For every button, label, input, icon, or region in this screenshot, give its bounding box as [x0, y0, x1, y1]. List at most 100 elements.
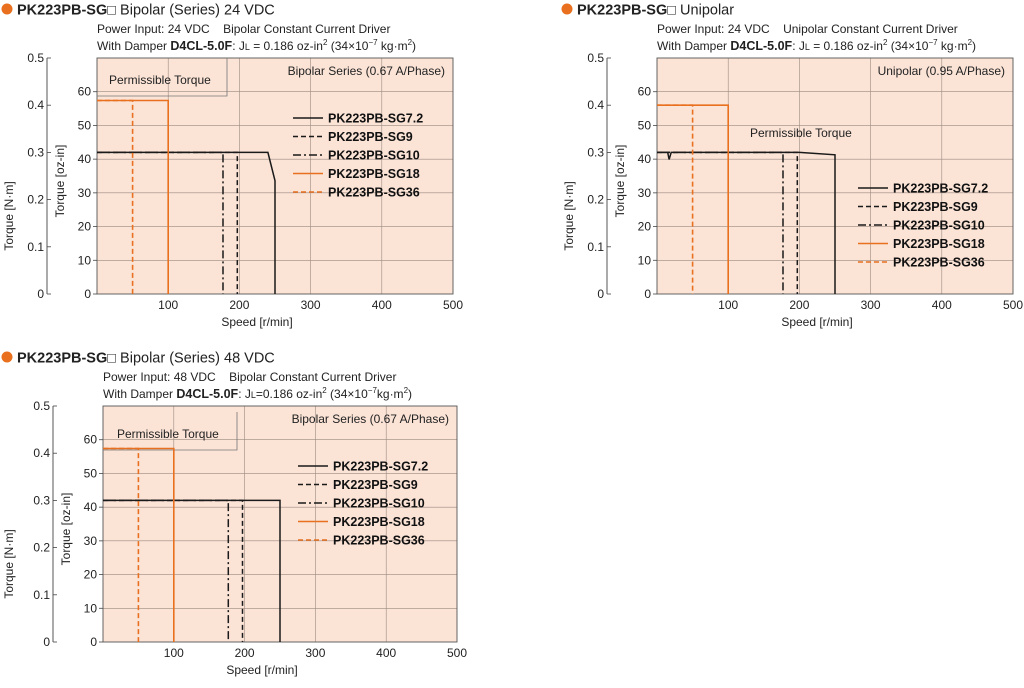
tick-label-nm: 0.2: [587, 193, 604, 207]
tick-label-ozin: 20: [78, 220, 92, 234]
tick-label-nm: 0.2: [27, 193, 44, 207]
y-axis-label-ozin: Torque [oz-in]: [613, 145, 627, 218]
tick-label-ozin: 0: [84, 287, 91, 301]
legend-label: PK223PB-SG7.2: [893, 182, 988, 196]
permissible-torque-bracket: [97, 58, 228, 97]
tick-label-nm: 0: [597, 287, 604, 301]
mode-label: Bipolar Series (0.67 A/Phase): [288, 64, 445, 78]
chart-panel-bipolar-24vdc: PK223PB-SG□ Bipolar (Series) 24 VDC Power…: [0, 0, 512, 340]
permissible-torque-label: Permissible Torque: [109, 73, 211, 87]
permissible-torque-label: Permissible Torque: [750, 126, 852, 140]
chart-title: PK223PB-SG□ Bipolar (Series) 48 VDC: [17, 351, 275, 367]
tick-label-x: 300: [305, 646, 325, 660]
legend-label: PK223PB-SG7.2: [333, 460, 428, 474]
tick-label-nm: 0.3: [27, 145, 44, 159]
tick-label-x: 200: [789, 298, 809, 312]
tick-label-nm: 0.3: [587, 145, 604, 159]
tick-label-x: 200: [229, 298, 249, 312]
chart-panel-bipolar-48vdc: PK223PB-SG□ Bipolar (Series) 48 VDC Power…: [0, 348, 512, 688]
damper-text: With Damper D4CL-5.0F: JL = 0.186 oz-in2…: [657, 38, 976, 53]
tick-label-nm: 0.1: [27, 240, 44, 254]
tick-label-x: 500: [443, 298, 463, 312]
tick-label-x: 400: [932, 298, 952, 312]
legend-label: PK223PB-SG10: [328, 149, 420, 163]
series-line-pk223pb-sg9: [657, 151, 799, 294]
y-axis-label-ozin: Torque [oz-in]: [59, 493, 73, 566]
power-input-text: Power Input: 48 VDC Bipolar Constant Cur…: [103, 370, 396, 384]
x-axis-label: Speed [r/min]: [781, 315, 852, 329]
tick-label-ozin: 0: [644, 287, 651, 301]
power-input-text: Power Input: 24 VDC Bipolar Constant Cur…: [97, 22, 390, 36]
power-input-text: Power Input: 24 VDC Unipolar Constant Cu…: [657, 22, 958, 36]
chart-title: PK223PB-SG□ Unipolar: [577, 3, 734, 19]
legend-label: PK223PB-SG7.2: [328, 112, 423, 126]
tick-label-ozin: 0: [90, 635, 97, 649]
tick-label-nm: 0.5: [33, 399, 50, 413]
tick-label-nm: 0.5: [587, 51, 604, 65]
series-line-pk223pb-sg18: [657, 104, 729, 294]
tick-label-ozin: 40: [78, 152, 92, 166]
legend-label: PK223PB-SG18: [333, 515, 425, 529]
legend-label: PK223PB-SG9: [333, 478, 418, 492]
tick-label-ozin: 60: [638, 85, 652, 99]
tick-label-ozin: 10: [84, 601, 98, 615]
y-axis-label-nm: Torque [N·m]: [2, 529, 16, 598]
tick-label-nm: 0.2: [33, 541, 50, 555]
y-axis-label-ozin: Torque [oz-in]: [53, 145, 67, 218]
permissible-torque-bracket: [103, 412, 238, 451]
tick-label-x: 400: [376, 646, 396, 660]
tick-label-ozin: 50: [84, 466, 98, 480]
tick-label-nm: 0.3: [33, 493, 50, 507]
series-line-pk223pb-sg10: [97, 151, 224, 294]
tick-label-ozin: 60: [78, 85, 92, 99]
permissible-torque-label: Permissible Torque: [117, 427, 219, 441]
legend-label: PK223PB-SG9: [893, 200, 978, 214]
tick-label-ozin: 30: [638, 186, 652, 200]
legend-label: PK223PB-SG9: [328, 130, 413, 144]
tick-label-ozin: 30: [78, 186, 92, 200]
tick-label-x: 300: [861, 298, 881, 312]
tick-label-x: 100: [164, 646, 184, 660]
mode-label: Bipolar Series (0.67 A/Phase): [292, 412, 449, 426]
tick-label-x: 100: [158, 298, 178, 312]
tick-label-nm: 0.1: [33, 588, 50, 602]
series-line-pk223pb-sg36: [657, 104, 694, 294]
title-bullet-icon: [1, 351, 13, 363]
tick-label-ozin: 50: [78, 118, 92, 132]
tick-label-nm: 0.1: [587, 240, 604, 254]
title-bullet-icon: [561, 3, 573, 15]
y-axis-label-nm: Torque [N·m]: [562, 181, 576, 250]
tick-label-ozin: 60: [84, 433, 98, 447]
chart-title: PK223PB-SG□ Bipolar (Series) 24 VDC: [17, 3, 275, 19]
tick-label-ozin: 10: [638, 253, 652, 267]
tick-label-x: 400: [372, 298, 392, 312]
series-line-pk223pb-sg9: [103, 499, 244, 642]
tick-label-ozin: 40: [638, 152, 652, 166]
series-line-pk223pb-sg18: [103, 447, 175, 642]
tick-label-nm: 0.5: [27, 51, 44, 65]
chart-svg: PK223PB-SG□ Unipolar Power Input: 24 VDC …: [561, 3, 1023, 329]
legend-label: PK223PB-SG10: [333, 497, 425, 511]
chart-panel-unipolar: PK223PB-SG□ Unipolar Power Input: 24 VDC …: [560, 0, 1024, 340]
tick-label-ozin: 30: [84, 534, 98, 548]
tick-label-x: 100: [718, 298, 738, 312]
legend-label: PK223PB-SG36: [328, 186, 420, 200]
series-line-pk223pb-sg10: [657, 151, 784, 294]
legend-label: PK223PB-SG18: [328, 167, 420, 181]
tick-label-x: 300: [301, 298, 321, 312]
chart-svg: PK223PB-SG□ Bipolar (Series) 24 VDC Power…: [1, 3, 463, 329]
tick-label-ozin: 20: [84, 568, 98, 582]
x-axis-label: Speed [r/min]: [226, 663, 297, 677]
y-axis-label-nm: Torque [N·m]: [2, 181, 16, 250]
tick-label-nm: 0: [37, 287, 44, 301]
title-bullet-icon: [1, 3, 13, 15]
series-line-pk223pb-sg18: [97, 99, 169, 294]
legend-label: PK223PB-SG10: [893, 219, 985, 233]
tick-label-nm: 0.4: [587, 98, 604, 112]
damper-text: With Damper D4CL-5.0F: JL = 0.186 oz-in2…: [97, 38, 416, 53]
mode-label: Unipolar (0.95 A/Phase): [878, 64, 1005, 78]
legend-label: PK223PB-SG18: [893, 237, 985, 251]
tick-label-nm: 0: [43, 635, 50, 649]
legend-label: PK223PB-SG36: [333, 534, 425, 548]
tick-label-nm: 0.4: [33, 446, 50, 460]
